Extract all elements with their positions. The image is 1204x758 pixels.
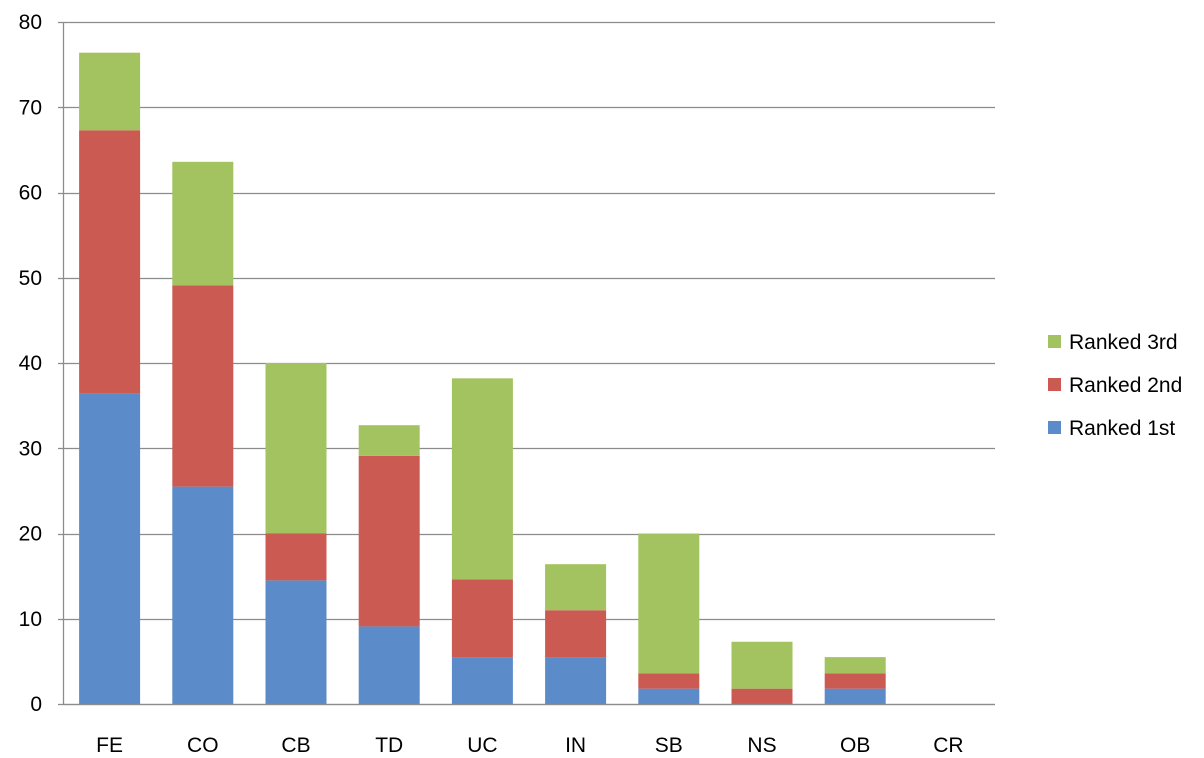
x-tick-label-in: IN (565, 734, 586, 757)
bar-segment-cb-ranked-2nd (265, 533, 327, 581)
bar-segment-in-ranked-1st (545, 657, 607, 704)
bar-segment-ns-ranked-2nd (731, 688, 793, 704)
axes (58, 21, 995, 706)
legend-label-ranked-1st: Ranked 1st (1069, 417, 1175, 440)
legend: Ranked 3rd Ranked 2nd Ranked 1st (1048, 331, 1182, 440)
bar-segment-co-ranked-3rd (172, 161, 234, 286)
y-tick-label: 80 (19, 11, 42, 34)
y-tick-label: 30 (19, 437, 42, 460)
x-tick-label-td: TD (375, 734, 403, 757)
legend-swatch-ranked-1st (1048, 421, 1061, 434)
bar-segment-uc-ranked-1st (451, 657, 513, 704)
x-tick-label-cb: CB (281, 734, 310, 757)
bar-segment-ob-ranked-1st (824, 688, 886, 704)
bar-segment-fe-ranked-1st (79, 393, 141, 704)
x-tick-label-sb: SB (655, 734, 683, 757)
legend-swatch-ranked-3rd (1048, 335, 1061, 348)
legend-label-ranked-2nd: Ranked 2nd (1069, 374, 1182, 397)
x-tick-label-cr: CR (933, 734, 963, 757)
x-tick-label-uc: UC (467, 734, 497, 757)
bar-segment-fe-ranked-2nd (79, 130, 141, 394)
bar-segment-co-ranked-1st (172, 486, 234, 704)
bar-segment-cb-ranked-1st (265, 580, 327, 704)
bar-segment-sb-ranked-1st (638, 688, 700, 704)
bar-segment-ob-ranked-2nd (824, 673, 886, 689)
bar-segment-uc-ranked-2nd (451, 579, 513, 658)
bar-segment-ns-ranked-3rd (731, 641, 793, 689)
y-tick-label: 0 (30, 693, 42, 716)
y-tick-label: 10 (19, 608, 42, 631)
legend-swatch-ranked-2nd (1048, 378, 1061, 391)
bar-segment-in-ranked-3rd (545, 564, 607, 611)
bar-segment-in-ranked-2nd (545, 610, 607, 658)
y-tick-label: 40 (19, 352, 42, 375)
x-tick-label-fe: FE (96, 734, 123, 757)
bar-segment-cb-ranked-3rd (265, 363, 327, 534)
x-tick-label-co: CO (187, 734, 219, 757)
bar-segment-td-ranked-2nd (358, 455, 420, 627)
bar-segment-td-ranked-1st (358, 626, 420, 704)
bar-segment-ob-ranked-3rd (824, 657, 886, 674)
bar-segment-uc-ranked-3rd (451, 378, 513, 580)
legend-label-ranked-3rd: Ranked 3rd (1069, 331, 1178, 354)
y-tick-label: 60 (19, 182, 42, 205)
y-tick-labels: 0 10 20 30 40 50 60 70 80 (19, 11, 42, 716)
y-tick-label: 20 (19, 523, 42, 546)
bar-segment-fe-ranked-3rd (79, 52, 141, 131)
y-tick-label: 50 (19, 267, 42, 290)
x-tick-labels: FE CO CB TD UC IN SB NS OB CR (96, 734, 963, 757)
y-tick-label: 70 (19, 96, 42, 119)
x-tick-label-ob: OB (840, 734, 870, 757)
x-tick-label-ns: NS (747, 734, 776, 757)
bar-segment-co-ranked-2nd (172, 285, 234, 487)
bar-segment-sb-ranked-3rd (638, 533, 700, 674)
bar-segment-td-ranked-3rd (358, 425, 420, 456)
bar-segment-sb-ranked-2nd (638, 673, 700, 689)
bars (79, 52, 886, 704)
